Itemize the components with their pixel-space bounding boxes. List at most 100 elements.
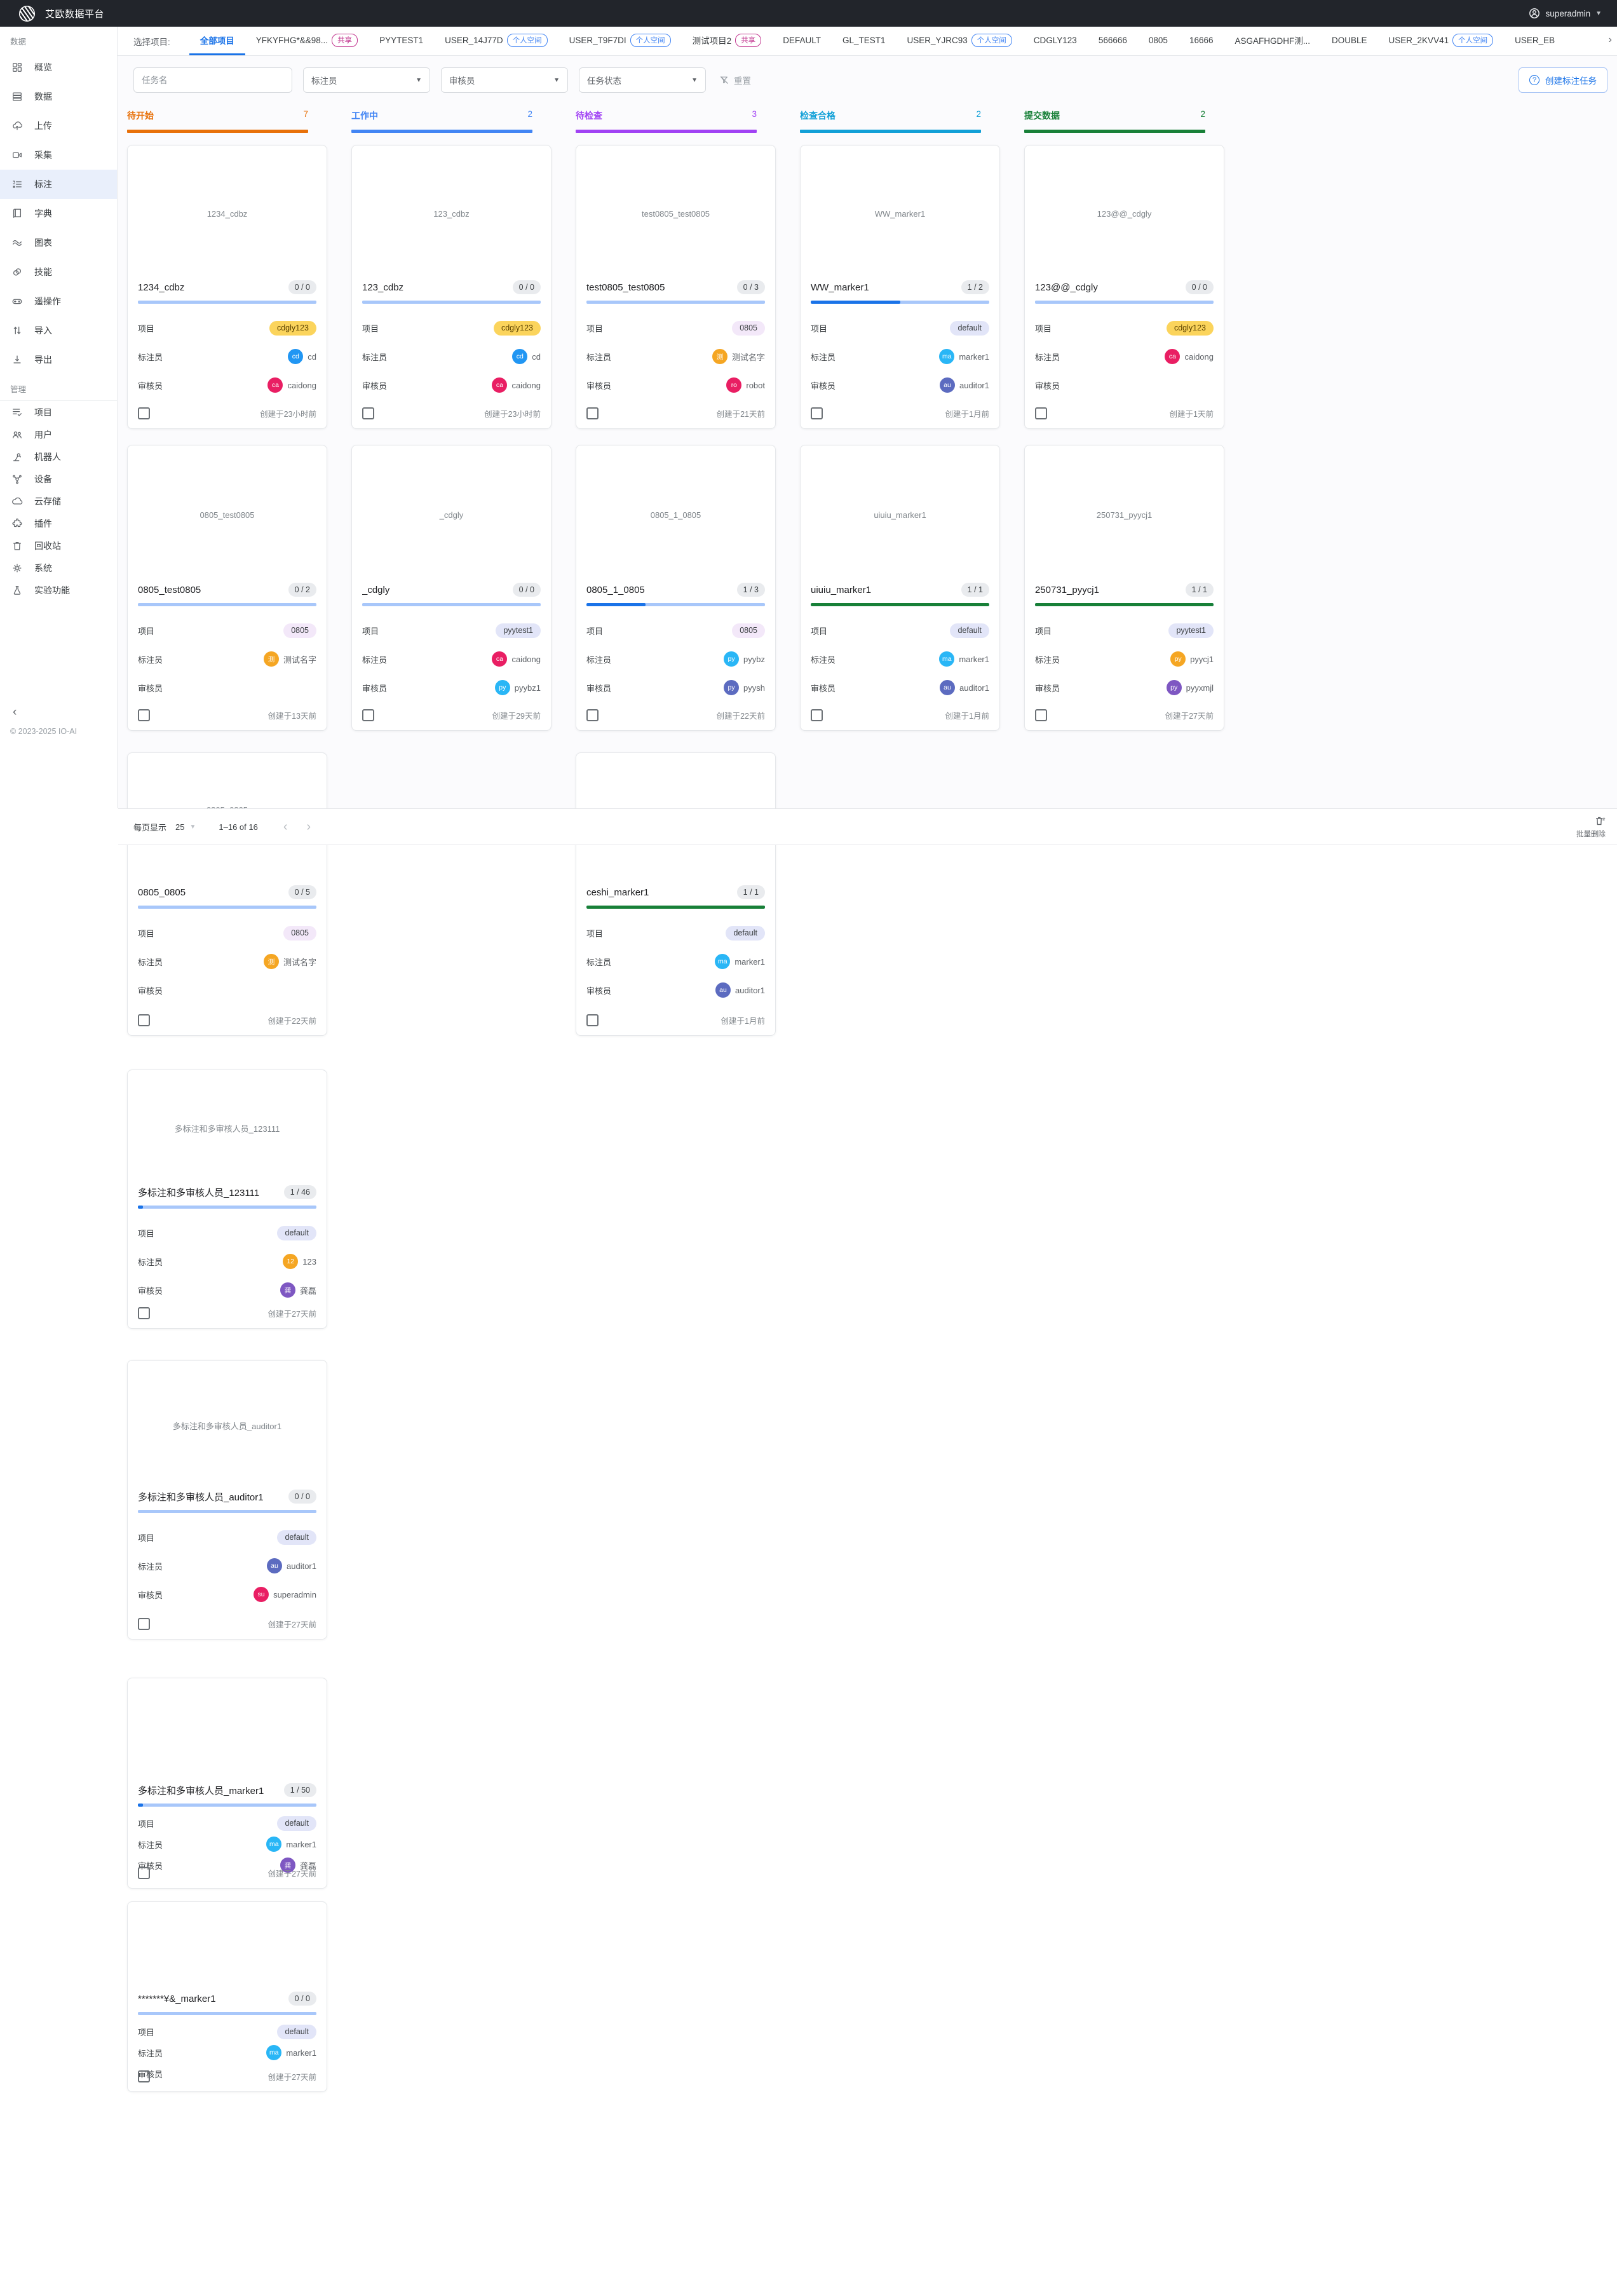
project-tab[interactable]: GL_TEST1 [842,35,886,45]
user-menu[interactable]: superadmin ▼ [1528,7,1602,20]
sidebar-collapse-icon[interactable]: ‹ [13,705,17,719]
project-badge: default [726,925,765,941]
project-tab[interactable]: USER_14J77D 个人空间 [434,27,558,55]
project-tab[interactable]: 测试项目2 共享 [682,27,773,55]
avatar: py [724,651,740,667]
sidebar-item-gear[interactable]: 系统 [0,557,117,579]
project-tab[interactable]: USER_2KVV41 个人空间 [1378,27,1505,55]
prev-page-button[interactable]: ‹ [283,820,288,834]
task-card[interactable]: 多标注和多审核人员_123111 多标注和多审核人员_123111 1 / 46… [127,1070,327,1329]
card-checkbox[interactable] [811,709,823,721]
card-checkbox[interactable] [138,1618,150,1630]
status-filter-select[interactable]: 任务状态 ▼ [579,67,706,93]
task-card[interactable]: 123_cdbz 123_cdbz 0 / 0 项目 cdgly123 标注员 … [351,145,551,429]
create-annotation-task-button[interactable]: ? 创建标注任务 [1519,67,1607,93]
task-card[interactable]: 多标注和多审核人员_auditor1 多标注和多审核人员_auditor1 0 … [127,1360,327,1640]
project-tab[interactable]: USER_YJRC93 个人空间 [896,27,1022,55]
task-card[interactable]: 1234_cdbz 1234_cdbz 0 / 0 项目 cdgly123 标注… [127,145,327,429]
trash-icon [11,540,23,552]
project-tab[interactable]: 566666 [1098,35,1127,45]
marker-filter-select[interactable]: 标注员 ▼ [303,67,430,93]
sidebar-item-trash[interactable]: 回收站 [0,534,117,557]
card-checkbox[interactable] [138,709,150,721]
sidebar-item-flask[interactable]: 实验功能 [0,579,117,601]
project-tab[interactable]: 16666 [1189,35,1214,45]
task-card[interactable]: *******¥&_marker1 0 / 0 项目 default 标注员 m… [127,1901,327,2092]
task-card[interactable]: 123@@_cdgly 123@@_cdgly 0 / 0 项目 cdgly12… [1024,145,1224,429]
card-title: 多标注和多审核人员_auditor1 [138,1491,264,1503]
card-checkbox[interactable] [1035,709,1047,721]
sidebar-item-collect[interactable]: 采集 [0,140,117,170]
project-tabbar: 选择项目: 全部项目 YFKYFHG*&&98... 共享 PYYTEST1 U… [118,27,1617,56]
sidebar-item-device[interactable]: 设备 [0,468,117,490]
task-card[interactable]: 0805_1_0805 0805_1_0805 1 / 3 项目 0805 标注… [576,445,776,731]
sidebar-item-plugin[interactable]: 插件 [0,512,117,534]
auditor-label: 审核员 [138,2069,163,2079]
batch-delete-button[interactable]: 批量删除 [1576,815,1606,839]
board-column-header: 工作中 2 [351,109,551,133]
sidebar-item-overview[interactable]: 概览 [0,53,117,82]
card-checkbox[interactable] [138,1867,150,1879]
task-card[interactable]: 250731_pyycj1 250731_pyycj1 1 / 1 项目 pyy… [1024,445,1224,731]
task-card[interactable]: uiuiu_marker1 uiuiu_marker1 1 / 1 项目 def… [800,445,1000,731]
card-progress-bar [586,301,765,304]
sidebar-item-annotate[interactable]: 标注 [0,170,117,199]
project-tab[interactable]: PYYTEST1 [379,35,424,45]
username: superadmin [1545,8,1591,18]
card-checkbox[interactable] [362,709,374,721]
sidebar-item-data[interactable]: 数据 [0,82,117,111]
sidebar-item-teleop[interactable]: 遥操作 [0,287,117,316]
tabs-overflow-chevron-icon[interactable]: › [1608,34,1612,45]
sidebar-item-project[interactable]: 项目 [0,401,117,423]
reset-filters-button[interactable]: 重置 [719,74,751,86]
card-preview-label: uiuiu_marker1 [874,510,926,520]
card-checkbox[interactable] [586,1014,599,1026]
project-tab[interactable]: USER_T9F7DI 个人空间 [558,27,682,55]
project-tab[interactable]: DEFAULT [783,35,821,45]
project-tab[interactable]: USER_EB [1515,35,1555,45]
card-checkbox[interactable] [586,407,599,419]
tab-badge: 个人空间 [1452,33,1494,47]
auditor-filter-select[interactable]: 审核员 ▼ [441,67,568,93]
project-tab[interactable]: DOUBLE [1332,35,1367,45]
card-checkbox[interactable] [138,1307,150,1319]
import-icon [11,325,23,336]
card-created-time: 创建于29天前 [492,712,541,721]
sidebar-item-dictionary[interactable]: 字典 [0,199,117,228]
sidebar-item-cloud[interactable]: 云存储 [0,490,117,512]
task-card[interactable]: ceshi_marker1 1 / 1 项目 default 标注员 ma ma… [576,752,776,1036]
card-checkbox[interactable] [138,2070,150,2082]
card-checkbox[interactable] [586,709,599,721]
task-card[interactable]: 0805_test0805 0805_test0805 0 / 2 项目 080… [127,445,327,731]
card-checkbox[interactable] [362,407,374,419]
project-tab[interactable]: ASGAFHGDHF测... [1235,36,1310,46]
card-count-badge: 0 / 0 [1185,280,1214,294]
sidebar-item-chart[interactable]: 图表 [0,228,117,257]
project-tab[interactable]: 全部项目 [189,27,245,55]
sidebar-item-users[interactable]: 用户 [0,423,117,445]
sidebar-item-import[interactable]: 导入 [0,316,117,345]
task-card[interactable]: _cdgly _cdgly 0 / 0 项目 pyytest1 标注员 ca c… [351,445,551,731]
sidebar-item-robot[interactable]: 机器人 [0,445,117,468]
per-page-select[interactable]: 25 ▼ [175,822,196,832]
project-tab[interactable]: CDGLY123 [1033,35,1077,45]
marker-label: 标注员 [811,352,836,362]
sidebar-item-skill[interactable]: 技能 [0,257,117,287]
task-card[interactable]: test0805_test0805 test0805_test0805 0 / … [576,145,776,429]
task-card[interactable]: 0805_0805 0805_0805 0 / 5 项目 0805 标注员 测 … [127,752,327,1036]
sidebar-item-export[interactable]: 导出 [0,345,117,374]
next-page-button[interactable]: › [306,820,311,834]
sidebar-item-upload[interactable]: 上传 [0,111,117,140]
task-card[interactable]: WW_marker1 WW_marker1 1 / 2 项目 default 标… [800,145,1000,429]
marker-name: pyycj1 [1190,654,1214,664]
project-tab[interactable]: YFKYFHG*&&98... 共享 [245,27,369,55]
project-tab[interactable]: 0805 [1148,35,1168,45]
card-preview: 0805_test0805 [138,454,316,575]
card-checkbox[interactable] [138,407,150,419]
card-checkbox[interactable] [811,407,823,419]
card-checkbox[interactable] [138,1014,150,1026]
task-card[interactable]: 多标注和多审核人员_marker1 1 / 50 项目 default 标注员 … [127,1678,327,1889]
card-preview: 0805_1_0805 [586,454,765,575]
card-checkbox[interactable] [1035,407,1047,419]
task-name-input[interactable] [133,67,292,93]
